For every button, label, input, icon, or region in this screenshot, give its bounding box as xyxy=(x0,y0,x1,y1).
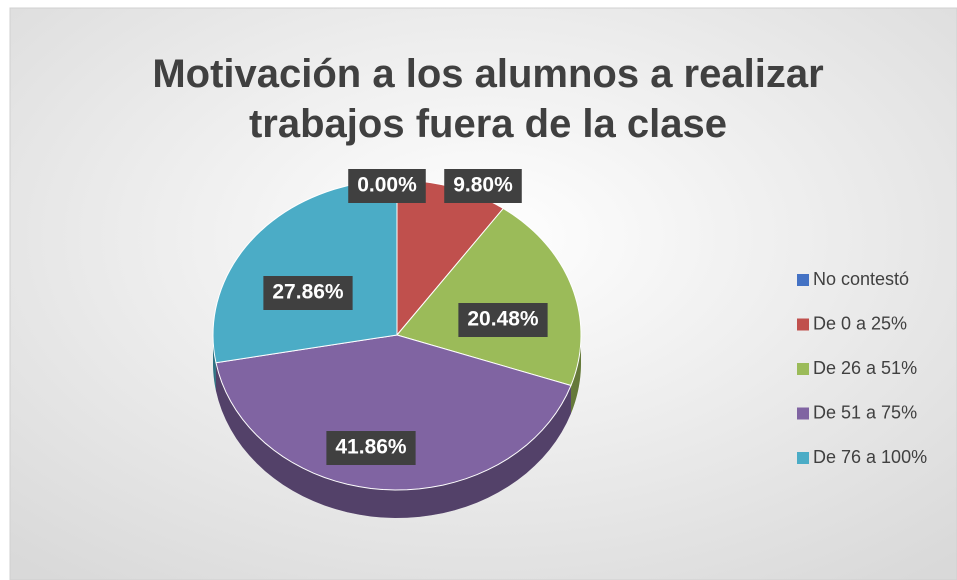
data-label: 9.80% xyxy=(453,174,513,197)
legend-swatch xyxy=(797,274,809,286)
legend-swatch xyxy=(797,452,809,464)
legend: No contestó De 0 a 25% De 26 a 51% De 51 a … xyxy=(797,269,927,467)
title-line: trabajos fuera de la clase xyxy=(249,102,727,146)
legend-label: De 51 a 75% xyxy=(813,402,917,422)
slice-side xyxy=(215,362,571,518)
data-label-box xyxy=(458,303,548,337)
data-label: 20.48% xyxy=(467,308,539,331)
slice xyxy=(396,207,582,387)
legend-swatch xyxy=(797,363,809,375)
data-label-box xyxy=(348,169,426,203)
legend-swatch xyxy=(797,407,809,420)
data-label-box xyxy=(263,276,353,310)
title-line: Motivación a los alumnos a realizar xyxy=(152,52,823,96)
data-label: 41.86% xyxy=(335,436,407,459)
legend-label: De 0 a 25% xyxy=(813,313,907,333)
legend-label: De 26 a 51% xyxy=(813,358,917,378)
legend-swatch xyxy=(797,318,809,331)
legend-label: De 76 a 100% xyxy=(813,447,927,467)
slice-side xyxy=(570,335,581,414)
slice xyxy=(215,334,572,491)
data-labels: 0.00% 9.80% 20.48% 41.86% 27.86% xyxy=(263,169,548,465)
legend-label: No contestó xyxy=(813,269,909,289)
data-label: 0.00% xyxy=(357,174,417,197)
pie xyxy=(212,179,582,518)
data-label-box xyxy=(326,431,416,465)
slice-side-shade xyxy=(570,335,581,414)
chart-title: Motivación a los alumnos a realizar traba… xyxy=(152,52,823,146)
data-label: 27.86% xyxy=(272,281,344,304)
data-label-box xyxy=(444,169,522,203)
slice-side-shade xyxy=(215,362,571,518)
